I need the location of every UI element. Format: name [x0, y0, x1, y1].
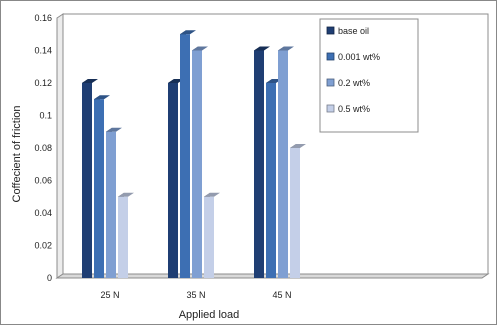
legend-swatch	[326, 78, 335, 87]
y-tick-label: 0.1	[39, 111, 52, 121]
legend-label: 0.5 wt%	[338, 104, 370, 114]
bar	[254, 46, 270, 278]
bar-front-face	[94, 99, 104, 278]
bar	[118, 192, 134, 278]
legend-label: 0.2 wt%	[338, 78, 370, 88]
bar-front-face	[192, 50, 202, 278]
bar	[278, 46, 294, 278]
y-tick-label: 0.08	[34, 143, 52, 153]
x-axis-label: Applied load	[179, 309, 240, 321]
bar	[204, 192, 220, 278]
bar-top-face	[192, 46, 208, 51]
legend-swatch	[326, 52, 335, 61]
bar-top-face	[106, 127, 122, 132]
y-tick-label: 0.06	[34, 176, 52, 186]
bar-front-face	[266, 83, 276, 278]
bar-front-face	[106, 131, 116, 278]
bar-top-face	[278, 46, 294, 51]
bar-front-face	[204, 196, 214, 278]
bar	[94, 95, 110, 278]
x-tick-label: 25 N	[100, 290, 119, 300]
y-tick-label: 0.02	[34, 241, 52, 251]
x-axis-ticks: 25 N 35 N 45 N	[100, 290, 291, 300]
x-tick-label: 35 N	[186, 290, 205, 300]
bar	[290, 144, 306, 278]
bar-top-face	[82, 79, 98, 83]
bar-front-face	[180, 34, 190, 278]
legend-label: base oil	[338, 26, 369, 36]
bar-top-face	[204, 192, 220, 197]
y-tick-label: 0.14	[34, 46, 52, 56]
bar-top-face	[94, 95, 110, 100]
legend-swatch	[326, 26, 335, 35]
bar	[192, 46, 208, 278]
bar	[82, 79, 98, 278]
bar-front-face	[118, 196, 128, 278]
legend-swatch	[326, 104, 335, 113]
y-tick-label: 0.12	[34, 78, 52, 88]
bar-top-face	[118, 192, 134, 197]
bar-front-face	[254, 50, 264, 278]
y-tick-label: 0	[47, 273, 52, 283]
bar-front-face	[290, 148, 300, 278]
bar-front-face	[278, 50, 288, 278]
bar-top-face	[254, 46, 270, 51]
legend-label: 0.001 wt%	[338, 52, 380, 62]
y-tick-label: 0.04	[34, 208, 52, 218]
legend-box	[319, 18, 419, 133]
bar-top-face	[290, 144, 306, 148]
bars	[82, 30, 306, 278]
y-tick-label: 0.16	[34, 13, 52, 23]
legend: base oil 0.001 wt% 0.2 wt% 0.5 wt%	[319, 18, 419, 133]
y-axis-label: Coffecient of friction	[11, 105, 23, 202]
bar	[180, 30, 196, 278]
bar-front-face	[82, 83, 92, 278]
bar	[106, 127, 122, 278]
bar-top-face	[180, 30, 196, 35]
plot-side-wall	[56, 13, 64, 279]
bar-front-face	[168, 83, 178, 278]
y-axis-ticks: 0 0.02 0.04 0.06 0.08 0.1 0.12 0.14 0.16	[34, 13, 52, 283]
x-tick-label: 45 N	[272, 290, 291, 300]
